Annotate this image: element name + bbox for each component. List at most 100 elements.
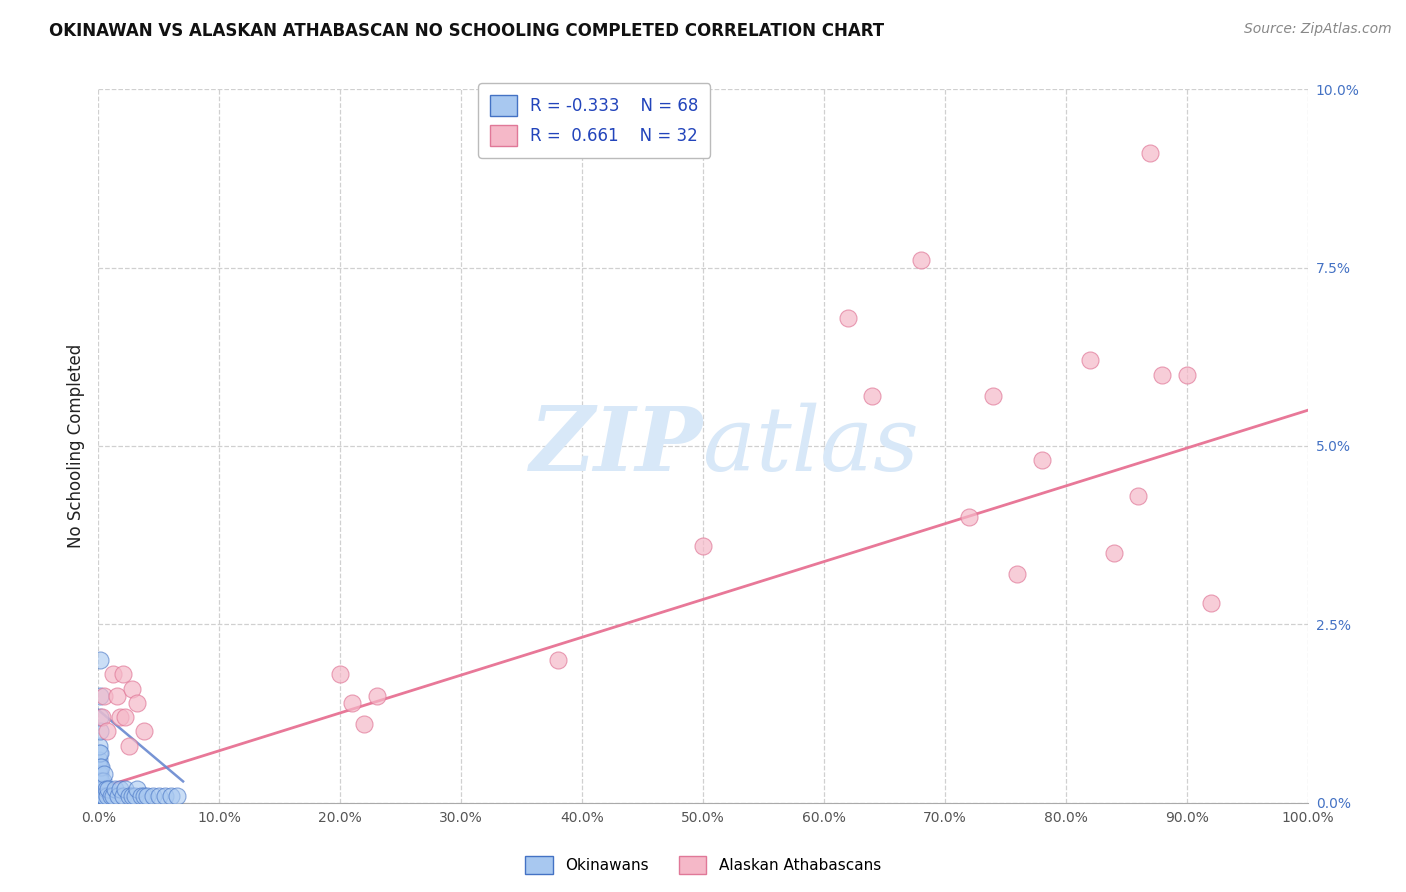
Point bbox=[90, 760, 112, 774]
Point bbox=[89, 774, 111, 789]
Point bbox=[153, 789, 176, 803]
Point bbox=[104, 781, 127, 796]
Point bbox=[87, 746, 110, 760]
Point bbox=[1031, 453, 1053, 467]
Point bbox=[87, 792, 110, 806]
Point bbox=[134, 724, 156, 739]
Point bbox=[114, 710, 136, 724]
Point bbox=[353, 717, 375, 731]
Point bbox=[101, 667, 124, 681]
Point bbox=[89, 710, 111, 724]
Point bbox=[87, 774, 110, 789]
Point bbox=[90, 789, 112, 803]
Point bbox=[93, 767, 115, 781]
Point bbox=[91, 774, 114, 789]
Point bbox=[366, 689, 388, 703]
Point bbox=[89, 789, 111, 803]
Point bbox=[96, 789, 118, 803]
Point bbox=[1199, 596, 1222, 610]
Point bbox=[121, 681, 143, 696]
Legend: Okinawans, Alaskan Athabascans: Okinawans, Alaskan Athabascans bbox=[519, 850, 887, 880]
Point bbox=[1078, 353, 1101, 368]
Text: Source: ZipAtlas.com: Source: ZipAtlas.com bbox=[1244, 22, 1392, 37]
Point bbox=[87, 760, 110, 774]
Point bbox=[91, 781, 114, 796]
Point bbox=[87, 796, 110, 810]
Text: atlas: atlas bbox=[703, 402, 918, 490]
Point bbox=[837, 310, 859, 325]
Point bbox=[1175, 368, 1198, 382]
Point bbox=[87, 789, 110, 803]
Point bbox=[87, 796, 110, 810]
Point bbox=[108, 781, 131, 796]
Point bbox=[111, 667, 134, 681]
Point bbox=[87, 796, 110, 810]
Point bbox=[87, 781, 110, 796]
Point bbox=[107, 789, 129, 803]
Point bbox=[114, 781, 136, 796]
Point bbox=[97, 781, 120, 796]
Point bbox=[547, 653, 569, 667]
Point bbox=[89, 774, 111, 789]
Point bbox=[148, 789, 170, 803]
Point bbox=[87, 753, 110, 767]
Point bbox=[121, 789, 143, 803]
Point bbox=[89, 796, 111, 810]
Point bbox=[910, 253, 932, 268]
Point bbox=[87, 781, 110, 796]
Point bbox=[90, 774, 112, 789]
Point bbox=[87, 796, 110, 810]
Point bbox=[329, 667, 352, 681]
Point bbox=[87, 767, 110, 781]
Point bbox=[89, 767, 111, 781]
Point bbox=[89, 781, 111, 796]
Point bbox=[93, 789, 115, 803]
Point bbox=[87, 785, 110, 799]
Point bbox=[93, 689, 115, 703]
Point bbox=[129, 789, 152, 803]
Y-axis label: No Schooling Completed: No Schooling Completed bbox=[66, 344, 84, 548]
Point bbox=[108, 710, 131, 724]
Point bbox=[142, 789, 165, 803]
Point bbox=[87, 767, 110, 781]
Point bbox=[1102, 546, 1125, 560]
Point bbox=[1139, 146, 1161, 161]
Point bbox=[91, 789, 114, 803]
Point bbox=[87, 739, 110, 753]
Point bbox=[118, 789, 141, 803]
Point bbox=[87, 796, 110, 810]
Point bbox=[134, 789, 156, 803]
Point bbox=[101, 789, 124, 803]
Point bbox=[127, 781, 149, 796]
Point bbox=[342, 696, 364, 710]
Point bbox=[100, 789, 122, 803]
Point bbox=[127, 696, 149, 710]
Text: ZIP: ZIP bbox=[530, 403, 703, 489]
Point bbox=[860, 389, 883, 403]
Point bbox=[111, 789, 134, 803]
Point bbox=[87, 796, 110, 810]
Point bbox=[160, 789, 183, 803]
Text: OKINAWAN VS ALASKAN ATHABASCAN NO SCHOOLING COMPLETED CORRELATION CHART: OKINAWAN VS ALASKAN ATHABASCAN NO SCHOOL… bbox=[49, 22, 884, 40]
Point bbox=[89, 653, 111, 667]
Point bbox=[89, 689, 111, 703]
Point bbox=[89, 760, 111, 774]
Point bbox=[166, 789, 188, 803]
Point bbox=[957, 510, 980, 524]
Point bbox=[94, 781, 117, 796]
Point bbox=[124, 789, 146, 803]
Point bbox=[87, 796, 110, 810]
Legend: R = -0.333    N = 68, R =  0.661    N = 32: R = -0.333 N = 68, R = 0.661 N = 32 bbox=[478, 83, 710, 158]
Point bbox=[87, 789, 110, 803]
Point bbox=[87, 796, 110, 810]
Point bbox=[89, 789, 111, 803]
Point bbox=[91, 789, 114, 803]
Point bbox=[692, 539, 714, 553]
Point bbox=[87, 796, 110, 810]
Point bbox=[135, 789, 157, 803]
Point bbox=[105, 689, 128, 703]
Point bbox=[981, 389, 1004, 403]
Point bbox=[87, 796, 110, 810]
Point bbox=[118, 739, 141, 753]
Point bbox=[1128, 489, 1150, 503]
